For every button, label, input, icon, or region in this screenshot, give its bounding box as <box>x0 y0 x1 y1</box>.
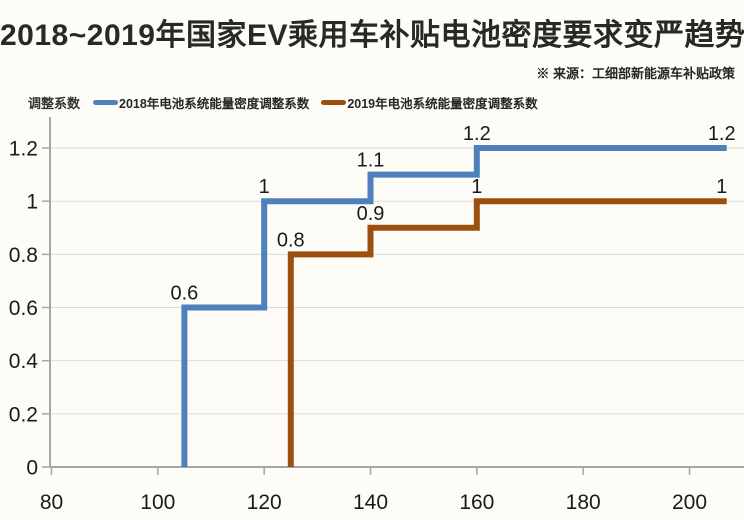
legend-item-2019: 2019年电池系统能量密度调整系数 <box>321 93 538 112</box>
legend-row: 调整系数 2018年电池系统能量密度调整系数 2019年电池系统能量密度调整系数 <box>0 93 744 111</box>
x-tick-label: 120 <box>247 491 282 514</box>
x-tick-label: 100 <box>140 491 175 514</box>
data-label-2019: 0.8 <box>277 229 305 251</box>
legend-swatch-2019-icon <box>321 100 347 105</box>
data-label-2018: 1 <box>259 176 270 198</box>
data-label-2018: 1.2 <box>708 123 736 145</box>
x-tick-label: 160 <box>459 491 494 514</box>
y-tick-label: 0.6 <box>9 297 38 320</box>
legend-label-2019: 2019年电池系统能量密度调整系数 <box>347 97 538 111</box>
legend-label-2018: 2018年电池系统能量密度调整系数 <box>119 97 310 111</box>
y-tick-label: 0.8 <box>9 244 38 267</box>
series-line-2019 <box>287 198 727 467</box>
y-axis-title: 调整系数 <box>28 96 81 111</box>
legend-item-2018: 2018年电池系统能量密度调整系数 <box>93 93 309 112</box>
x-tick-label: 200 <box>672 491 707 514</box>
page-title: 2018~2019年国家EV乘用车补贴电池密度要求变严趋势 <box>0 19 744 52</box>
y-tick-label: 1.2 <box>9 138 38 161</box>
y-tick-label: 0.4 <box>9 350 39 373</box>
data-label-2019: 0.9 <box>357 203 385 225</box>
legend-swatch-2018-icon <box>93 100 118 105</box>
y-tick-label: 0.2 <box>9 403 38 426</box>
y-tick-label: 1 <box>26 191 38 214</box>
legend: 2018年电池系统能量密度调整系数 2019年电池系统能量密度调整系数 <box>93 93 538 112</box>
x-tick-label: 180 <box>566 491 601 514</box>
source-note: ※ 来源：工细部新能源车补贴政策 <box>536 66 735 81</box>
y-tick-label: 0 <box>26 457 38 480</box>
data-label-2019: 1 <box>716 176 727 198</box>
data-label-2018: 1.1 <box>357 150 385 172</box>
data-label-2018: 1.2 <box>463 123 491 145</box>
series-line-2018 <box>181 145 727 467</box>
x-tick-label: 140 <box>353 491 388 514</box>
data-label-2018: 0.6 <box>171 283 199 305</box>
data-label-2019: 1 <box>471 176 482 198</box>
x-tick-label: 80 <box>40 491 63 514</box>
